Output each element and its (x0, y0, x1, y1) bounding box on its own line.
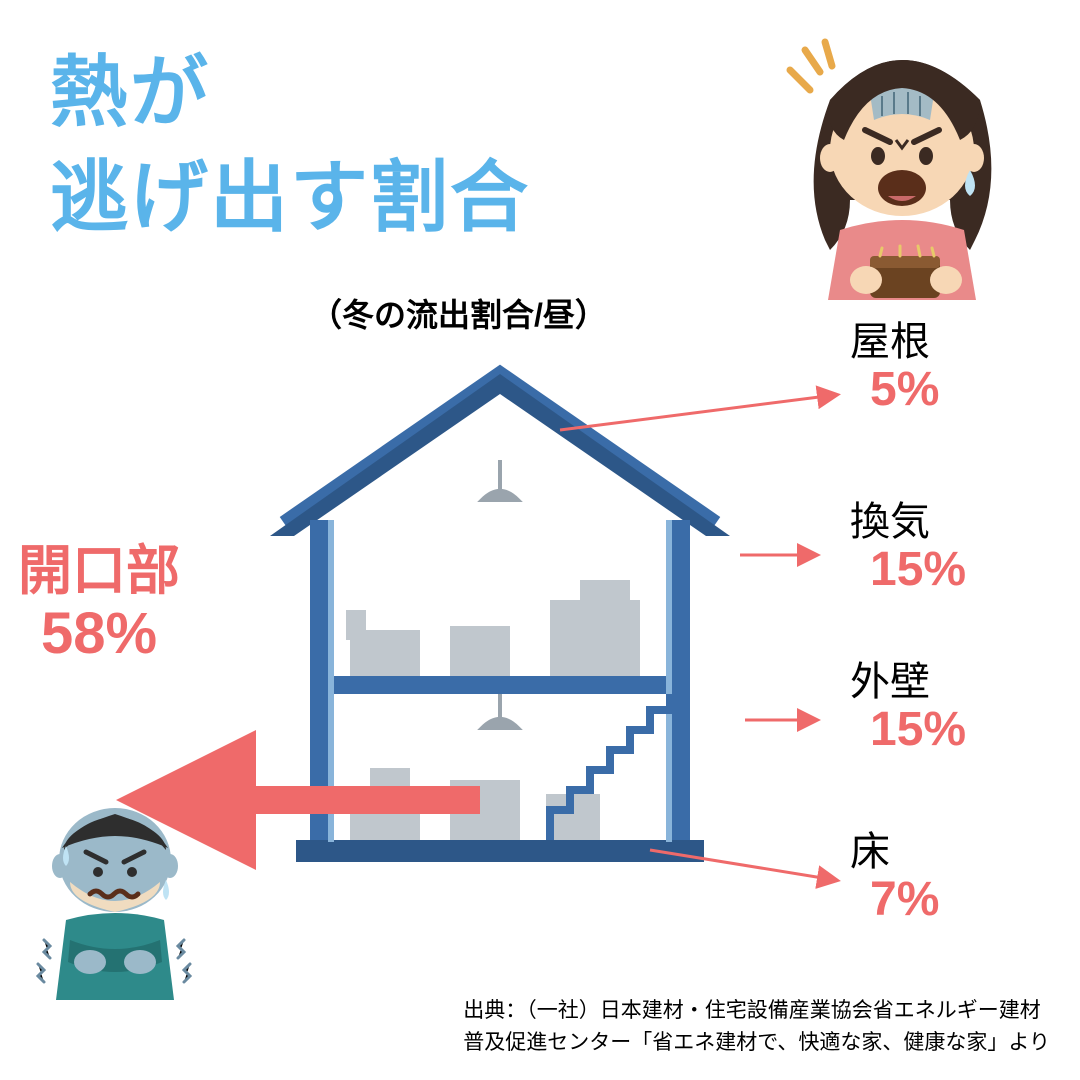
label-item-name: 屋根 (850, 320, 939, 364)
title-line2: 逃げ出す割合 (50, 145, 530, 250)
infographic-title: 熱が 逃げ出す割合 (50, 40, 530, 251)
label-openings: 開口部 58% (18, 540, 180, 666)
label-item-pct: 5% (870, 364, 939, 417)
label-item-pct: 7% (870, 874, 939, 927)
cold-man-icon (20, 790, 210, 1010)
source-citation: 出典：（一社）日本建材・住宅設備産業協会省エネルギー建材 普及促進センター「省エ… (463, 995, 1050, 1058)
label-item-1: 換気15% (850, 500, 966, 597)
label-item-2: 外壁15% (850, 660, 966, 757)
label-item-name: 床 (850, 830, 939, 874)
worried-woman-icon (770, 30, 1030, 310)
label-openings-pct: 58% (18, 602, 180, 666)
label-item-pct: 15% (870, 544, 966, 597)
label-item-pct: 15% (870, 704, 966, 757)
title-line1: 熱が (50, 40, 530, 145)
source-line2: 普及促進センター「省エネ建材で、快適な家、健康な家」より (463, 1027, 1050, 1059)
source-line1: 出典：（一社）日本建材・住宅設備産業協会省エネルギー建材 (463, 995, 1050, 1027)
infographic-subtitle: （冬の流出割合/昼） (310, 290, 607, 336)
label-item-3: 床7% (850, 830, 939, 927)
house-cross-section-icon (250, 350, 750, 870)
label-item-0: 屋根5% (850, 320, 939, 417)
label-item-name: 換気 (850, 500, 966, 544)
label-openings-name: 開口部 (18, 540, 180, 602)
label-item-name: 外壁 (850, 660, 966, 704)
